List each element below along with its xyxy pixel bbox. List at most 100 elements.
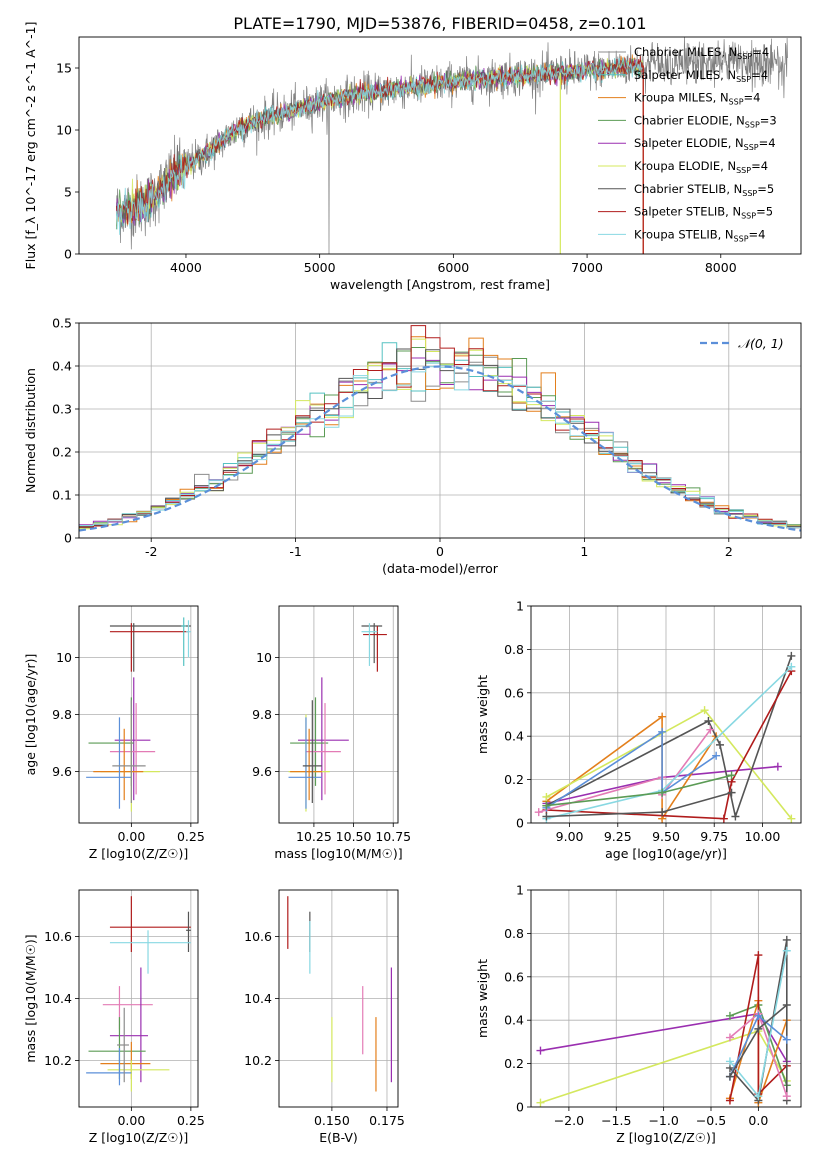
weight-marker — [536, 1098, 545, 1107]
weight-marker — [754, 1024, 763, 1033]
axes-frame — [278, 889, 399, 1108]
plot-area — [531, 890, 801, 1107]
y-tick-label: 0.8 — [504, 926, 524, 941]
x-tick-label: 9.00 — [556, 829, 584, 844]
weight-marker — [782, 935, 791, 944]
x-tick-label: 10.50 — [336, 829, 372, 844]
x-tick-label: 2 — [725, 544, 733, 559]
x-axis-label: E(B-V) — [319, 1130, 358, 1145]
legend-label: Kroupa MILES, NSSP=4 — [634, 91, 760, 107]
y-tick-label: 0.4 — [504, 729, 524, 744]
y-axis-label: mass weight — [475, 959, 490, 1038]
y-tick-label: 0 — [64, 247, 72, 262]
weight-line — [546, 670, 793, 820]
axes-mass_weight_vs_Z: −2.0 −1.5 −1.0 −0.5 0.0 0 0.2 0.4 0.6 0.8 1 Z [log1… — [475, 883, 802, 1145]
x-tick-label: −0.5 — [696, 1113, 726, 1128]
y-tick-label: 0 — [516, 1100, 524, 1115]
residual-histogram — [79, 325, 801, 529]
weight-marker — [787, 651, 796, 660]
weight-marker — [754, 1011, 763, 1020]
x-axis-label: Z [log10(Z/Z☉)] — [616, 1130, 716, 1145]
weight-marker — [658, 712, 667, 721]
x-tick-label: 5000 — [304, 260, 336, 275]
axes-frame — [530, 889, 802, 1108]
x-tick-label: -1 — [289, 544, 301, 559]
weight-marker — [787, 814, 796, 823]
weight-marker — [731, 812, 740, 821]
x-axis-label: Z [log10(Z/Z☉)] — [89, 846, 189, 861]
x-axis-label: age [log10(age/yr)] — [605, 846, 727, 861]
x-tick-label: 1 — [580, 544, 588, 559]
weight-marker — [782, 1092, 791, 1101]
x-tick-label: 8000 — [705, 260, 737, 275]
plot-area — [279, 606, 398, 823]
weight-marker — [536, 1046, 545, 1055]
x-tick-label: 0.150 — [314, 1113, 350, 1128]
weight-marker — [716, 740, 724, 749]
weight-marker — [542, 792, 551, 801]
x-axis-label: wavelength [Angstrom, rest frame] — [330, 277, 550, 292]
y-axis-label: Flux [f_λ 10^-17 erg cm^-2 s^-1 A^-1] — [23, 22, 38, 270]
y-tick-label: 1 — [516, 883, 524, 898]
weight-marker — [727, 788, 736, 797]
weight-line — [546, 709, 793, 820]
y-tick-label: 0.1 — [52, 488, 72, 503]
y-tick-label: 0.8 — [504, 642, 524, 657]
x-tick-label: 7000 — [571, 260, 603, 275]
x-tick-label: -2 — [145, 544, 157, 559]
plot-area — [79, 323, 801, 538]
legend-label: Salpeter MILES, NSSP=4 — [634, 68, 768, 84]
x-tick-label: 10.75 — [375, 829, 411, 844]
x-tick-label: 0.00 — [117, 1113, 145, 1128]
weight-marker — [725, 1057, 734, 1066]
legend-label: Chabrier MILES, NSSP=4 — [634, 45, 769, 61]
x-tick-label: 6000 — [437, 260, 469, 275]
axes-age_vs_Z: 0.00 0.25 9.6 9.8 10 Z [log10(Z/Z☉)] age [log1… — [23, 605, 205, 861]
y-tick-label: 0.5 — [52, 316, 72, 331]
x-axis-label: Z [log10(Z/Z☉)] — [89, 1130, 189, 1145]
y-tick-label: 10.2 — [44, 1053, 72, 1068]
plot-area — [279, 890, 398, 1107]
y-tick-label: 0.2 — [504, 1056, 524, 1071]
axes-mass_weight_vs_age: 9.00 9.25 9.50 9.75 10.00 0 0.2 0.4 0.6 0.8 1 age [… — [475, 599, 802, 861]
axes-frame — [78, 889, 199, 1108]
x-tick-label: 0.25 — [177, 1113, 205, 1128]
x-tick-label: 9.75 — [700, 829, 728, 844]
x-tick-label: 9.25 — [604, 829, 632, 844]
x-axis-label: (data-model)/error — [382, 561, 499, 576]
x-tick-label: 0.175 — [369, 1113, 405, 1128]
y-tick-label: 0.4 — [52, 359, 72, 374]
y-tick-label: 9.6 — [52, 764, 72, 779]
weight-marker — [787, 662, 796, 671]
plot-area — [115, 37, 788, 254]
axes-frame — [278, 605, 399, 824]
x-tick-label: 0 — [436, 544, 444, 559]
x-tick-label: −1.0 — [648, 1113, 678, 1128]
x-tick-label: 4000 — [170, 260, 202, 275]
weight-marker — [658, 727, 667, 736]
axes-frame — [78, 605, 199, 824]
x-tick-label: 0.25 — [177, 829, 205, 844]
weight-marker — [719, 814, 728, 823]
axes-mass_vs_Z: 0.00 0.25 10.2 10.4 10.6 Z [log10(Z/Z☉)] mass … — [23, 889, 205, 1145]
axes-residuals: -2 -1 0 1 2 0 0.1 0.2 0.3 0.4 0.5 (data-model)/erro… — [23, 316, 802, 576]
weight-marker — [658, 788, 667, 797]
y-tick-label: 1 — [516, 599, 524, 614]
weight-marker — [773, 762, 782, 771]
y-tick-label: 15 — [56, 61, 72, 76]
y-axis-label: mass weight — [475, 675, 490, 754]
axes-frame — [78, 36, 802, 255]
weight-marker — [725, 1072, 734, 1081]
y-tick-label: 10.4 — [244, 991, 272, 1006]
y-axis-label: age [log10(age/yr)] — [23, 654, 38, 776]
weight-marker — [725, 1096, 734, 1105]
weight-marker — [782, 1001, 791, 1010]
y-tick-label: 0.3 — [52, 402, 72, 417]
y-tick-label: 10 — [256, 650, 272, 665]
weight-marker — [754, 1092, 763, 1101]
y-axis-label: mass [log10(M/M☉)] — [23, 934, 38, 1062]
y-tick-label: 0.2 — [52, 445, 72, 460]
normal-curve — [79, 365, 801, 532]
weight-marker — [542, 801, 551, 810]
